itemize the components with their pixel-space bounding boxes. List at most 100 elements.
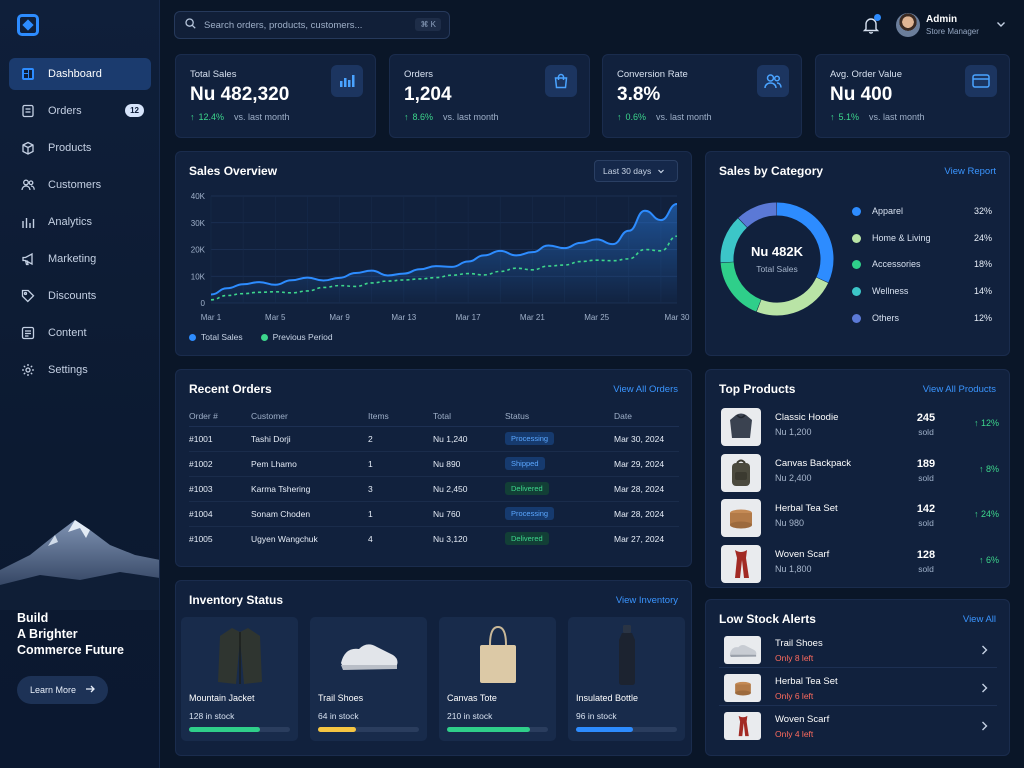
user-role: Store Manager (926, 27, 979, 36)
top-products-card: Top Products View All Products Classic H… (705, 369, 1010, 588)
product-row[interactable]: Canvas Backpack Nu 2,400 189 sold ↑ 8% (721, 454, 999, 494)
x-tick-label: Mar 5 (265, 313, 286, 322)
content-icon (21, 326, 35, 340)
low-stock-list: Trail Shoes Only 8 left Herbal Tea Set O… (706, 632, 1011, 752)
low-stock-row[interactable]: Herbal Tea Set Only 6 left (719, 670, 997, 706)
status-badge: Shipped (505, 457, 545, 470)
y-tick-label: 10K (191, 272, 206, 281)
donut-slice-wellness (720, 218, 748, 263)
sidebar-item-label: Analytics (48, 216, 93, 228)
inventory-item[interactable]: Trail Shoes 64 in stock (310, 617, 427, 741)
sidebar-item-label: Products (48, 142, 92, 154)
donut-slice-home-living (756, 277, 829, 316)
learn-more-button[interactable]: Learn More (17, 676, 108, 704)
y-tick-label: 30K (191, 219, 206, 228)
product-row[interactable]: Classic Hoodie Nu 1,200 245 sold ↑ 12% (721, 408, 999, 448)
date-range-select[interactable]: Last 30 days (594, 160, 678, 182)
shopping-bag-icon (545, 65, 577, 97)
view-report-link[interactable]: View Report (944, 166, 996, 177)
shoe-icon (724, 636, 761, 664)
sidebar-item-label: Discounts (48, 290, 97, 302)
user-name: Admin (926, 14, 958, 25)
avatar[interactable] (896, 13, 920, 37)
y-tick-label: 40K (191, 192, 206, 201)
arrow-up-icon: ↑ (404, 112, 409, 122)
sidebar-item-label: Orders (48, 105, 82, 117)
category-row: Accessories 18% (852, 258, 992, 272)
y-tick-label: 20K (191, 246, 206, 255)
inventory-item[interactable]: Insulated Bottle 96 in stock (568, 617, 685, 741)
users-icon (21, 178, 35, 192)
tea-set-icon (724, 674, 761, 702)
sidebar-item-settings[interactable]: Settings (9, 354, 151, 386)
search-input[interactable] (204, 19, 404, 31)
donut-slice-accessories (720, 261, 762, 312)
table-row[interactable]: #1002 Pem Lhamo 1 Nu 890 Shipped Mar 29, 202… (189, 451, 679, 477)
search-bar[interactable]: ⌘ K (174, 11, 450, 39)
sidebar-item-orders[interactable]: Orders 12 (9, 95, 151, 127)
sidebar-item-customers[interactable]: Customers (9, 169, 151, 201)
low-stock-row[interactable]: Woven Scarf Only 4 left (719, 708, 997, 744)
inventory-item[interactable]: Mountain Jacket 128 in stock (181, 617, 298, 741)
mountain-illustration (0, 520, 159, 610)
credit-card-icon (965, 65, 997, 97)
view-all-low-stock-link[interactable]: View All (962, 614, 996, 625)
bar-chart-icon (331, 65, 363, 97)
sidebar-item-marketing[interactable]: Marketing (9, 243, 151, 275)
chevron-right-icon (982, 645, 988, 655)
status-badge: Processing (505, 432, 555, 445)
view-all-orders-link[interactable]: View All Orders (613, 384, 678, 395)
inventory-status-card: Inventory Status View Inventory Mountain… (175, 580, 692, 756)
category-row: Home & Living 24% (852, 232, 992, 246)
card-title: Recent Orders (189, 382, 272, 396)
view-all-products-link[interactable]: View All Products (922, 384, 996, 395)
stock-level-fill (318, 727, 357, 732)
jacket-icon (181, 623, 298, 687)
table-row[interactable]: #1004 Sonam Choden 1 Nu 760 Processing Mar 2… (189, 501, 679, 527)
notification-dot (874, 14, 881, 21)
scarf-icon (724, 712, 761, 740)
donut-slice-others (738, 202, 777, 228)
stat-card-orders: Orders 1,204 ↑ 8.6% vs. last month (389, 54, 590, 138)
category-row: Wellness 14% (852, 285, 992, 299)
sidebar-item-content[interactable]: Content (9, 317, 151, 349)
x-tick-label: Mar 30 (665, 313, 690, 322)
arrow-right-icon (85, 684, 95, 696)
card-title: Low Stock Alerts (719, 612, 816, 626)
users-icon (757, 65, 789, 97)
stock-level-bar (189, 727, 290, 732)
view-inventory-link[interactable]: View Inventory (615, 595, 678, 606)
low-stock-row[interactable]: Trail Shoes Only 8 left (719, 632, 997, 668)
table-row[interactable]: #1003 Karma Tshering 3 Nu 2,450 Delivered Ma… (189, 476, 679, 502)
product-row[interactable]: Woven Scarf Nu 1,800 128 sold ↑ 6% (721, 545, 999, 585)
sidebar-item-discounts[interactable]: Discounts (9, 280, 151, 312)
product-row[interactable]: Herbal Tea Set Nu 980 142 sold ↑ 24% (721, 499, 999, 539)
table-row[interactable]: #1005 Ugyen Wangchuk 4 Nu 3,120 Delivered Ma… (189, 532, 665, 546)
x-tick-label: Mar 9 (329, 313, 350, 322)
sidebar-item-label: Content (48, 327, 87, 339)
stock-level-bar (318, 727, 419, 732)
inventory-item[interactable]: Canvas Tote 210 in stock (439, 617, 556, 741)
sidebar-item-analytics[interactable]: Analytics (9, 206, 151, 238)
search-icon (185, 16, 196, 34)
sidebar: Dashboard Orders 12 Products Customers A… (0, 0, 160, 768)
sidebar-item-label: Customers (48, 179, 102, 191)
status-badge: Delivered (505, 532, 549, 546)
promo-text: Build A Brighter Commerce Future (17, 611, 124, 657)
tote-icon (439, 623, 556, 687)
sidebar-item-label: Marketing (48, 253, 97, 265)
chevron-down-icon[interactable] (995, 18, 1007, 30)
table-row[interactable]: #1001 Tashi Dorji 2 Nu 1,240 Processing Mar … (189, 426, 679, 452)
sidebar-item-dashboard[interactable]: Dashboard (9, 58, 151, 90)
y-tick-label: 0 (201, 299, 206, 308)
card-title: Top Products (719, 382, 796, 396)
category-row: Others 12% (852, 312, 992, 326)
logo-icon[interactable] (17, 14, 39, 36)
chart-legend: Total Sales Previous Period (189, 332, 333, 342)
stock-level-fill (447, 727, 530, 732)
sidebar-item-products[interactable]: Products (9, 132, 151, 164)
legend-item-previous-period: Previous Period (260, 332, 333, 342)
shoe-icon (310, 623, 427, 687)
sidebar-item-label: Dashboard (48, 68, 102, 80)
notification-bell-icon[interactable] (862, 16, 880, 34)
